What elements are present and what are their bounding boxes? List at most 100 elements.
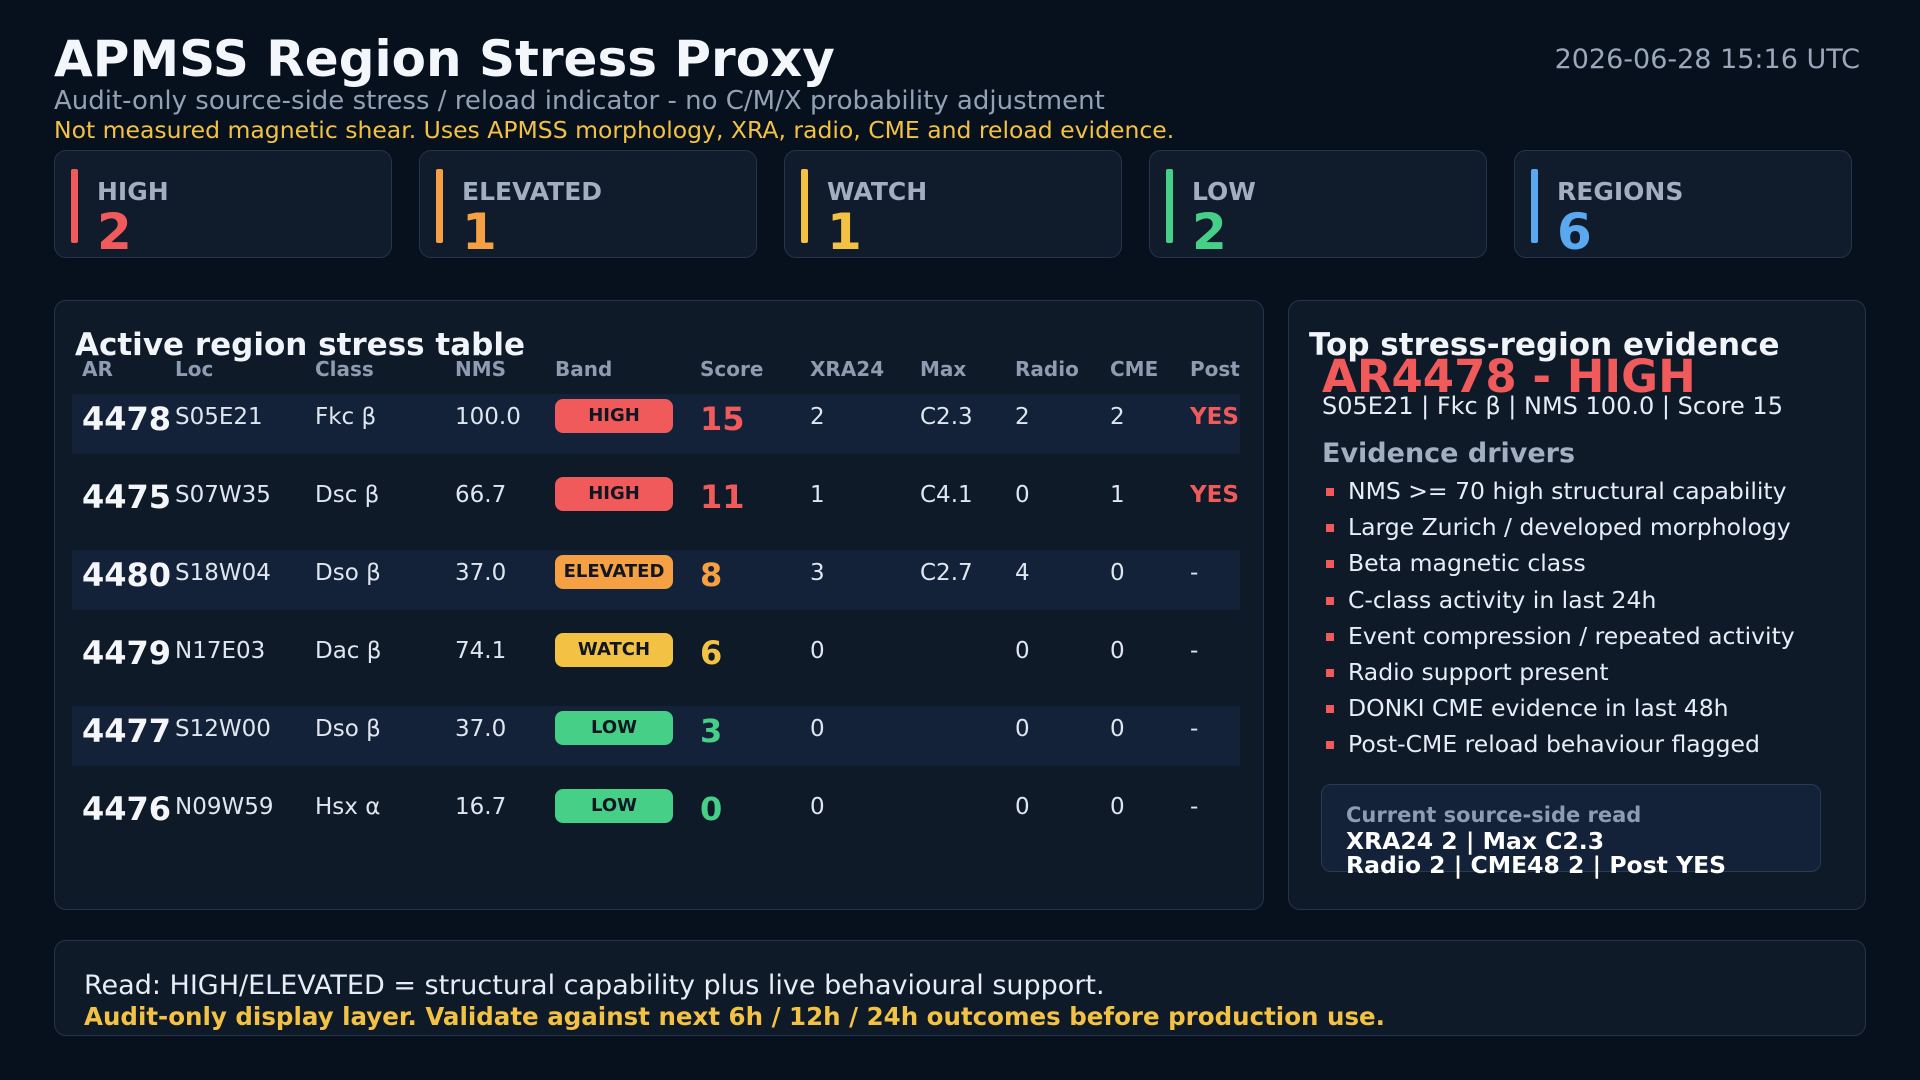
table-row: 4477 S12W00 Dso β 37.0 LOW 3 0 0 0 - xyxy=(72,706,1240,766)
footer-panel xyxy=(54,940,1866,1036)
band-badge: HIGH xyxy=(555,477,673,511)
cell-post: - xyxy=(1190,794,1199,820)
column-header-post: Post xyxy=(1190,357,1240,381)
cell-cme: 0 xyxy=(1110,638,1125,664)
cell-ar: 4479 xyxy=(82,634,172,672)
bullet-square-icon xyxy=(1326,741,1334,750)
cell-post: - xyxy=(1190,560,1199,586)
summary-card-accent xyxy=(71,169,78,243)
evidence-headline: AR4478 - HIGH xyxy=(1322,350,1696,403)
cell-ar: 4476 xyxy=(82,790,172,828)
cell-score: 11 xyxy=(700,478,745,516)
summary-card-accent xyxy=(801,169,808,243)
evidence-driver-text: Post-CME reload behaviour flagged xyxy=(1348,730,1760,759)
cell-score: 15 xyxy=(700,400,745,438)
cell-nms: 66.7 xyxy=(455,482,507,508)
cell-xra24: 2 xyxy=(810,404,825,430)
bullet-square-icon xyxy=(1326,596,1334,605)
column-header-class: Class xyxy=(315,357,374,381)
cell-ar: 4478 xyxy=(82,400,172,438)
cell-loc: S18W04 xyxy=(175,560,271,586)
summary-card-label: WATCH xyxy=(827,177,928,206)
footer-audit-note: Audit-only display layer. Validate again… xyxy=(84,1002,1385,1031)
timestamp: 2026-06-28 15:16 UTC xyxy=(1554,44,1860,75)
cell-xra24: 0 xyxy=(810,716,825,742)
bullet-square-icon xyxy=(1326,560,1334,569)
cell-score: 0 xyxy=(700,790,723,828)
cell-ar: 4480 xyxy=(82,556,172,594)
cell-radio: 0 xyxy=(1015,638,1030,664)
cell-loc: S07W35 xyxy=(175,482,271,508)
band-badge: WATCH xyxy=(555,633,673,667)
evidence-driver-text: C-class activity in last 24h xyxy=(1348,585,1657,614)
evidence-driver-item: Event compression / repeated activity xyxy=(1322,621,1795,657)
cell-cme: 0 xyxy=(1110,560,1125,586)
evidence-driver-item: Beta magnetic class xyxy=(1322,548,1795,584)
cell-cme: 1 xyxy=(1110,482,1125,508)
evidence-driver-text: Event compression / repeated activity xyxy=(1348,621,1795,650)
cell-xra24: 1 xyxy=(810,482,825,508)
cell-nms: 100.0 xyxy=(455,404,521,430)
page-title: APMSS Region Stress Proxy xyxy=(54,30,835,88)
column-header-score: Score xyxy=(700,357,764,381)
evidence-driver-text: Large Zurich / developed morphology xyxy=(1348,513,1791,542)
table-row: 4478 S05E21 Fkc β 100.0 HIGH 15 2 C2.3 2 2 YES xyxy=(72,394,1240,454)
column-header-nms: NMS xyxy=(455,357,507,381)
evidence-drivers-list: NMS >= 70 high structural capability Larg… xyxy=(1322,476,1795,766)
cell-cme: 0 xyxy=(1110,716,1125,742)
column-header-band: Band xyxy=(555,357,613,381)
bullet-square-icon xyxy=(1326,668,1334,677)
bullet-square-icon xyxy=(1326,524,1334,533)
evidence-summary: S05E21 | Fkc β | NMS 100.0 | Score 15 xyxy=(1322,392,1783,420)
cell-loc: S12W00 xyxy=(175,716,271,742)
cell-cme: 0 xyxy=(1110,794,1125,820)
column-header-loc: Loc xyxy=(175,357,214,381)
summary-card-regions: REGIONS 6 xyxy=(1514,150,1852,261)
cell-max: C2.3 xyxy=(920,404,973,430)
cell-loc: S05E21 xyxy=(175,404,263,430)
summary-card-value: 2 xyxy=(97,203,132,261)
evidence-driver-item: Large Zurich / developed morphology xyxy=(1322,512,1795,548)
cell-cls: Dso β xyxy=(315,560,381,586)
bullet-square-icon xyxy=(1326,488,1334,496)
summary-card-watch: WATCH 1 xyxy=(784,150,1122,261)
summary-card-accent xyxy=(436,169,443,243)
table-row: 4475 S07W35 Dsc β 66.7 HIGH 11 1 C4.1 0 1 YES xyxy=(72,472,1240,532)
evidence-driver-item: Radio support present xyxy=(1322,657,1795,693)
cell-radio: 2 xyxy=(1015,404,1030,430)
cell-nms: 37.0 xyxy=(455,560,507,586)
band-badge: HIGH xyxy=(555,399,673,433)
summary-card-value: 6 xyxy=(1557,203,1592,261)
summary-card-accent xyxy=(1166,169,1173,243)
bullet-square-icon xyxy=(1326,632,1334,641)
page-subtitle: Audit-only source-side stress / reload i… xyxy=(54,86,1105,116)
evidence-driver-item: C-class activity in last 24h xyxy=(1322,585,1795,621)
summary-card-accent xyxy=(1531,169,1538,243)
evidence-driver-item: Post-CME reload behaviour flagged xyxy=(1322,729,1795,765)
footer-read-note: Read: HIGH/ELEVATED = structural capabil… xyxy=(84,970,1105,1001)
table-row: 4476 N09W59 Hsx α 16.7 LOW 0 0 0 0 - xyxy=(72,784,1240,844)
band-badge: ELEVATED xyxy=(555,555,673,589)
cell-radio: 0 xyxy=(1015,716,1030,742)
cell-cls: Dac β xyxy=(315,638,382,664)
current-read-box: Current source-side read XRA24 2 | Max C… xyxy=(1321,784,1821,879)
evidence-driver-text: NMS >= 70 high structural capability xyxy=(1348,477,1787,505)
summary-card-elevated: ELEVATED 1 xyxy=(419,150,757,261)
evidence-driver-text: Radio support present xyxy=(1348,657,1609,686)
evidence-drivers-title: Evidence drivers xyxy=(1322,438,1576,469)
column-header-cme: CME xyxy=(1110,357,1159,381)
cell-max: C2.7 xyxy=(920,560,973,586)
band-badge: LOW xyxy=(555,789,673,823)
cell-loc: N17E03 xyxy=(175,638,266,664)
evidence-title: Top stress-region evidence xyxy=(1309,327,1780,363)
cell-post: YES xyxy=(1190,404,1239,430)
cell-xra24: 3 xyxy=(810,560,825,586)
evidence-driver-item: DONKI CME evidence in last 48h xyxy=(1322,693,1795,729)
cell-max: C4.1 xyxy=(920,482,973,508)
current-read-title: Current source-side read xyxy=(1346,803,1642,827)
summary-card-label: LOW xyxy=(1192,177,1256,206)
cell-ar: 4477 xyxy=(82,712,172,750)
cell-nms: 37.0 xyxy=(455,716,507,742)
cell-post: - xyxy=(1190,716,1199,742)
cell-radio: 4 xyxy=(1015,560,1030,586)
